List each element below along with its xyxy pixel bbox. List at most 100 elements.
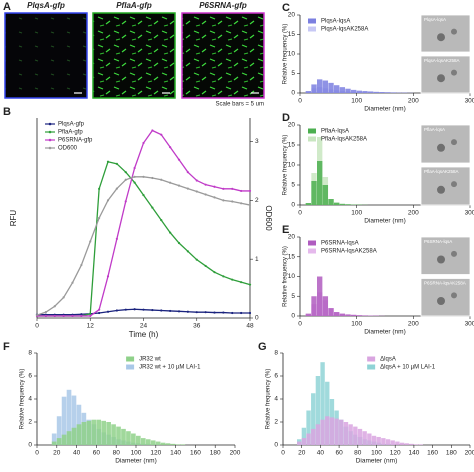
legend-swatch xyxy=(48,146,52,150)
y-tick-label: 0 xyxy=(291,313,295,320)
legend-swatch xyxy=(308,136,316,142)
histogram-bar xyxy=(61,434,67,445)
histogram-bar xyxy=(56,438,62,445)
histogram-bar xyxy=(418,444,423,445)
histogram-bar xyxy=(311,181,317,205)
legend-swatch xyxy=(308,248,316,254)
histogram-bar xyxy=(86,420,92,445)
x-axis-label: Diameter (nm) xyxy=(115,458,157,465)
histogram-bar xyxy=(345,314,351,316)
micrograph xyxy=(4,12,88,99)
histogram-bar xyxy=(379,92,385,93)
data-point xyxy=(177,158,181,161)
data-point xyxy=(177,310,181,313)
data-point xyxy=(53,314,56,318)
histogram-bar xyxy=(111,424,116,445)
histogram-bar xyxy=(320,362,325,445)
x-tick-label: 200 xyxy=(230,450,241,457)
x-tick-label: 140 xyxy=(408,450,419,457)
histogram-bar xyxy=(301,438,307,445)
legend-swatch xyxy=(126,356,135,362)
x-tick-label: 60 xyxy=(335,450,343,457)
data-point xyxy=(169,309,172,313)
legend-swatch xyxy=(367,364,376,370)
histogram-bar xyxy=(155,441,161,445)
data-point xyxy=(204,183,207,186)
x-tick-label: 100 xyxy=(351,210,362,217)
panel-letter: A xyxy=(3,1,11,13)
histogram-bar xyxy=(395,441,400,445)
inset-vesicle xyxy=(451,181,457,188)
legend-swatch xyxy=(126,364,135,370)
data-point xyxy=(213,311,216,314)
data-point xyxy=(89,314,92,318)
data-point xyxy=(169,146,172,149)
y-tick-label: 4 xyxy=(274,396,278,403)
histogram-bar xyxy=(317,276,323,316)
inset-vesicle xyxy=(451,69,457,76)
histogram-bar xyxy=(170,443,176,445)
histogram-bar xyxy=(373,91,380,93)
series-line xyxy=(36,176,251,316)
data-point xyxy=(160,178,163,181)
data-point xyxy=(151,206,154,209)
inset-micrograph xyxy=(420,124,471,164)
data-point xyxy=(133,166,136,170)
data-point xyxy=(80,314,83,318)
panel-letter: E xyxy=(282,224,289,236)
histogram-bar xyxy=(413,444,419,445)
histogram-bar xyxy=(91,419,97,445)
histogram-bar xyxy=(328,308,334,316)
x-tick-label: 180 xyxy=(446,450,457,457)
x-tick-label: 200 xyxy=(408,98,419,105)
histogram-bar xyxy=(390,92,397,93)
data-point xyxy=(106,310,110,313)
legend-swatch xyxy=(48,138,52,142)
data-point xyxy=(240,281,243,284)
data-point xyxy=(213,271,216,274)
y-tick-label: 2 xyxy=(274,419,278,426)
x-tick-label: 300 xyxy=(465,321,474,328)
data-point xyxy=(151,308,154,312)
legend-swatch xyxy=(308,18,316,24)
histogram-bar xyxy=(180,444,186,445)
data-point xyxy=(106,199,110,202)
x-axis-label: Diameter (nm) xyxy=(364,329,406,336)
x-tick-label: 0 xyxy=(281,450,285,457)
histogram-bar xyxy=(368,91,374,93)
data-point xyxy=(89,312,92,315)
data-point xyxy=(44,314,47,318)
data-point xyxy=(106,275,110,278)
histogram-bar xyxy=(409,443,414,445)
image-title: P6SRNA-gfp xyxy=(199,1,247,10)
histogram-bar xyxy=(376,436,381,445)
histogram-bar xyxy=(150,440,156,445)
data-point xyxy=(142,175,145,178)
histogram-bar xyxy=(334,418,339,445)
x-tick-label: 48 xyxy=(246,323,254,330)
histogram-bar xyxy=(131,433,136,445)
data-point xyxy=(195,190,198,193)
inset-vesicle xyxy=(437,185,445,194)
histogram-bar xyxy=(345,88,351,93)
y-tick-label: 20 xyxy=(288,122,296,129)
histogram-bar xyxy=(356,90,363,93)
image-title: PflaA-gfp xyxy=(116,1,152,10)
histogram-bar xyxy=(51,441,57,445)
histogram-bar xyxy=(390,440,395,445)
histogram-bar xyxy=(371,435,377,445)
histogram-bar xyxy=(81,422,87,445)
y-axis-label: RFU xyxy=(9,210,18,227)
legend-swatch xyxy=(308,128,316,134)
y-tick-label: 2 xyxy=(28,419,32,426)
data-point xyxy=(231,311,234,315)
inset-vesicle xyxy=(437,297,445,305)
histogram-bar xyxy=(76,424,82,445)
histogram-bar xyxy=(106,422,111,445)
data-point xyxy=(248,311,252,315)
legend-label: PflaA-lqsAK258A xyxy=(321,137,367,143)
data-point xyxy=(204,311,207,314)
data-point xyxy=(133,181,136,184)
histogram-bar xyxy=(297,441,302,445)
inset-vesicle xyxy=(437,33,445,42)
